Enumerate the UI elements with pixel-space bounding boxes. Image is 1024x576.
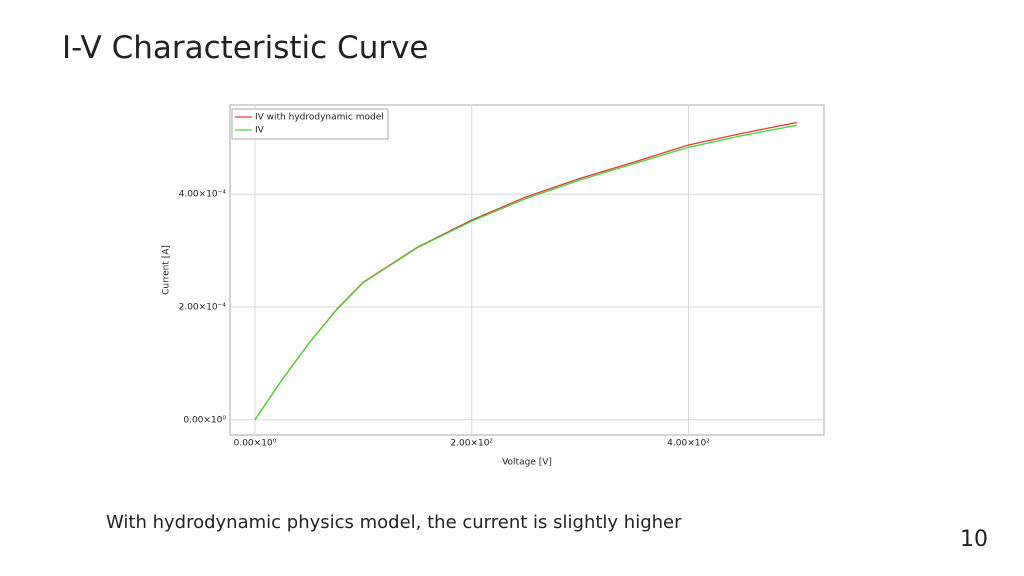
legend-label: IV with hydrodynamic model <box>255 113 384 123</box>
series-line <box>254 124 798 421</box>
y-axis-label: Current [A] <box>162 245 172 295</box>
x-axis-label: Voltage [V] <box>502 458 552 468</box>
x-tick-label: 0.00×10⁰ <box>234 439 277 449</box>
x-tick-label: 2.00×10² <box>450 439 493 449</box>
slide-title: I-V Characteristic Curve <box>62 30 429 66</box>
legend-label: IV <box>255 126 265 136</box>
legend-box <box>231 108 389 140</box>
y-tick-label: 0.00×10⁰ <box>183 415 226 425</box>
y-tick-label: 2.00×10⁻⁴ <box>179 302 227 312</box>
y-tick-label: 4.00×10⁻⁴ <box>179 190 227 200</box>
plot-area <box>229 104 825 436</box>
x-tick-label: 4.00×10² <box>667 439 710 449</box>
page-number: 10 <box>960 527 988 552</box>
caption: With hydrodynamic physics model, the cur… <box>106 512 682 533</box>
